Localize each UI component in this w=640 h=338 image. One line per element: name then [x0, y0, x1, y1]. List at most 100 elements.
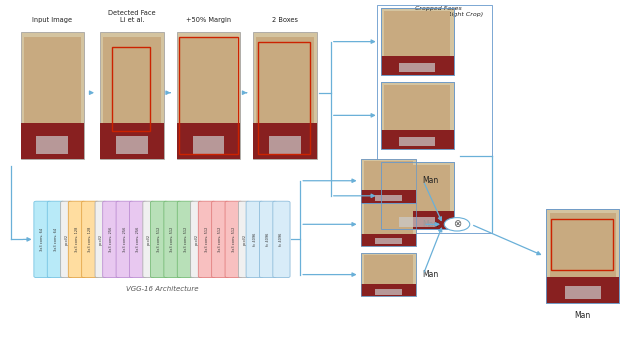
- Text: 3x3 conv, 512: 3x3 conv, 512: [218, 227, 222, 252]
- Text: pool/2: pool/2: [99, 234, 103, 245]
- Bar: [364, 161, 413, 190]
- Bar: [36, 136, 68, 154]
- Bar: [362, 202, 415, 246]
- Bar: [258, 42, 310, 154]
- Bar: [381, 8, 454, 75]
- Text: fc 4096: fc 4096: [280, 233, 284, 246]
- Bar: [399, 217, 435, 227]
- FancyBboxPatch shape: [191, 201, 202, 277]
- Bar: [24, 37, 81, 123]
- Bar: [546, 209, 620, 303]
- Bar: [111, 47, 150, 131]
- Circle shape: [444, 218, 470, 231]
- Bar: [193, 136, 225, 154]
- Text: 3x3 conv, 64: 3x3 conv, 64: [40, 228, 45, 251]
- Bar: [362, 234, 415, 246]
- FancyBboxPatch shape: [116, 201, 133, 277]
- FancyBboxPatch shape: [239, 201, 250, 277]
- Bar: [399, 137, 435, 146]
- Bar: [381, 82, 454, 149]
- Text: 3x3 conv, 512: 3x3 conv, 512: [170, 227, 175, 252]
- FancyBboxPatch shape: [47, 201, 65, 277]
- Bar: [177, 123, 241, 159]
- Bar: [381, 130, 454, 149]
- Text: +50% Margin: +50% Margin: [186, 17, 231, 23]
- Bar: [550, 213, 616, 277]
- Bar: [381, 56, 454, 75]
- Bar: [384, 165, 450, 211]
- Bar: [362, 202, 415, 246]
- Text: pool/2: pool/2: [242, 234, 246, 245]
- Bar: [256, 37, 314, 123]
- Bar: [20, 31, 84, 159]
- Text: 3x3 conv, 128: 3x3 conv, 128: [75, 227, 79, 252]
- Text: 3x3 conv, 128: 3x3 conv, 128: [88, 227, 92, 252]
- Bar: [364, 255, 413, 284]
- Text: Man: Man: [422, 176, 438, 185]
- Text: Cropped Faces
(Left, Middle and Right Crop): Cropped Faces (Left, Middle and Right Cr…: [392, 6, 483, 17]
- Bar: [399, 63, 435, 72]
- Bar: [362, 159, 415, 202]
- Text: 3x3 conv, 256: 3x3 conv, 256: [109, 227, 113, 252]
- Text: Man: Man: [422, 220, 438, 229]
- Bar: [375, 195, 402, 201]
- Bar: [381, 82, 454, 149]
- Bar: [362, 284, 415, 296]
- Bar: [177, 31, 241, 159]
- Bar: [564, 286, 601, 299]
- Text: VGG-16 Architecture: VGG-16 Architecture: [125, 286, 198, 292]
- FancyBboxPatch shape: [150, 201, 168, 277]
- Bar: [116, 136, 148, 154]
- FancyBboxPatch shape: [61, 201, 72, 277]
- FancyBboxPatch shape: [68, 201, 86, 277]
- FancyBboxPatch shape: [129, 201, 147, 277]
- Text: 3x3 conv, 512: 3x3 conv, 512: [232, 227, 236, 252]
- Bar: [375, 289, 402, 295]
- Bar: [381, 162, 454, 230]
- FancyBboxPatch shape: [177, 201, 195, 277]
- Bar: [381, 8, 454, 75]
- Bar: [269, 136, 301, 154]
- Bar: [550, 219, 613, 270]
- Bar: [381, 162, 454, 230]
- Bar: [381, 211, 454, 230]
- Text: 3x3 conv, 256: 3x3 conv, 256: [123, 227, 127, 252]
- Bar: [546, 209, 620, 303]
- Bar: [253, 31, 317, 159]
- Bar: [362, 253, 415, 296]
- FancyBboxPatch shape: [95, 201, 106, 277]
- FancyBboxPatch shape: [164, 201, 181, 277]
- FancyBboxPatch shape: [212, 201, 229, 277]
- Text: fc 4096: fc 4096: [253, 233, 257, 246]
- Bar: [362, 190, 415, 202]
- Bar: [378, 5, 492, 233]
- FancyBboxPatch shape: [198, 201, 216, 277]
- Bar: [100, 31, 164, 159]
- Bar: [20, 123, 84, 159]
- Text: 3x3 conv, 512: 3x3 conv, 512: [205, 227, 209, 252]
- Text: fc 4096: fc 4096: [266, 233, 270, 246]
- FancyBboxPatch shape: [82, 201, 99, 277]
- Bar: [100, 123, 164, 159]
- Text: 3x3 conv, 512: 3x3 conv, 512: [184, 227, 188, 252]
- FancyBboxPatch shape: [273, 201, 290, 277]
- FancyBboxPatch shape: [34, 201, 51, 277]
- Text: Input Image: Input Image: [32, 17, 72, 23]
- FancyBboxPatch shape: [246, 201, 263, 277]
- FancyBboxPatch shape: [143, 201, 154, 277]
- Text: Man: Man: [575, 312, 591, 320]
- Text: 3x3 conv, 256: 3x3 conv, 256: [136, 227, 140, 252]
- Text: pool/2: pool/2: [195, 234, 198, 245]
- Bar: [362, 159, 415, 202]
- Bar: [103, 37, 161, 123]
- Text: 3x3 conv, 512: 3x3 conv, 512: [157, 227, 161, 252]
- Bar: [384, 11, 450, 56]
- Bar: [546, 277, 620, 303]
- Text: pool/2: pool/2: [65, 234, 68, 245]
- Text: pool/2: pool/2: [147, 234, 150, 245]
- Bar: [364, 204, 413, 234]
- Text: ⊗: ⊗: [453, 219, 461, 229]
- Bar: [179, 37, 238, 154]
- Bar: [362, 253, 415, 296]
- Text: Detected Face
Li et al.: Detected Face Li et al.: [108, 10, 156, 23]
